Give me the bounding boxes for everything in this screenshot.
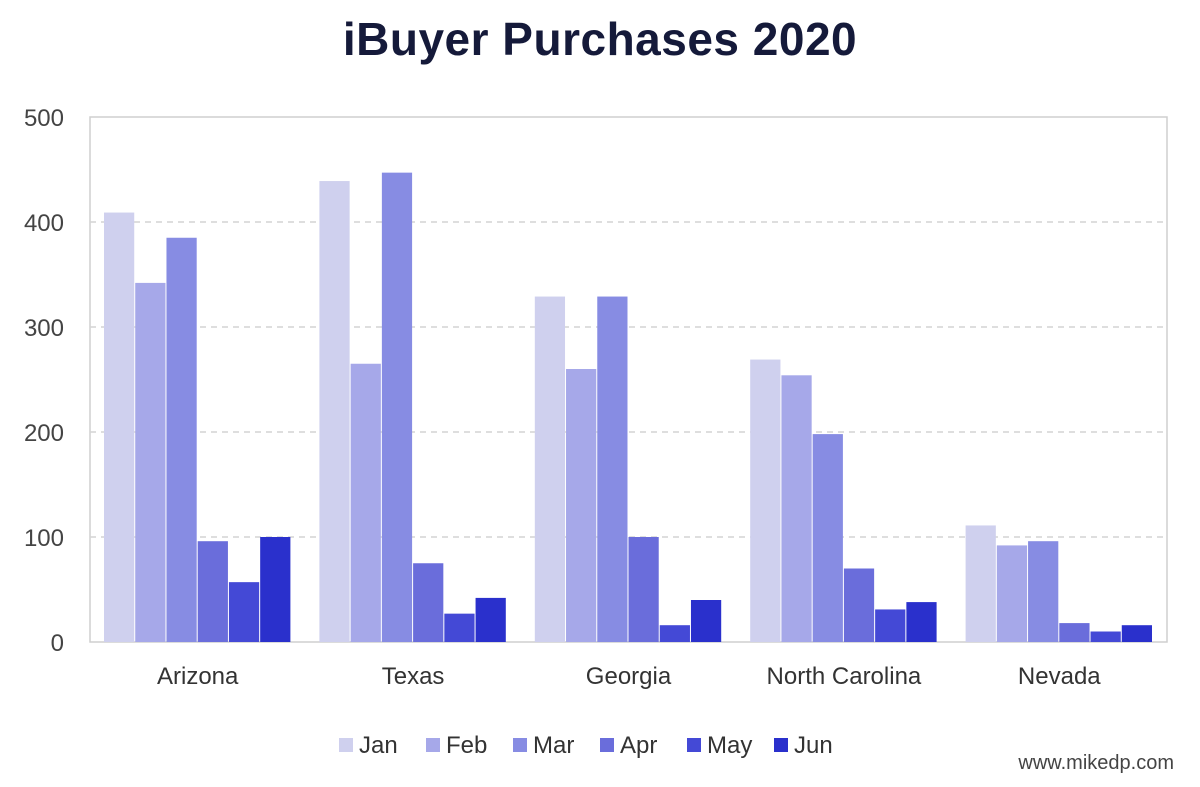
bar-mar-0 [166,237,197,642]
legend-label-jun: Jun [794,732,833,759]
x-tick-label: Nevada [1018,663,1101,690]
legend-label-may: May [707,732,752,759]
bar-jun-2 [690,600,722,642]
bar-may-2 [659,625,690,642]
bar-jun-1 [475,597,506,642]
bar-may-0 [228,582,260,642]
bar-mar-4 [1028,541,1059,642]
bar-may-1 [444,613,475,642]
y-axis: 0 100 200 300 400 500 [24,105,64,657]
bar-mar-2 [597,296,628,642]
chart-title: iBuyer Purchases 2020 [342,13,858,65]
bars [104,172,1152,643]
bar-mar-3 [812,434,843,642]
bar-jan-2 [534,296,566,642]
bar-apr-3 [843,568,875,642]
x-tick-label: Texas [382,663,445,690]
y-tick-label: 200 [24,420,64,447]
legend-swatch-apr [600,738,614,752]
legend-swatch-feb [426,738,440,752]
bar-apr-2 [628,537,659,642]
y-tick-label: 300 [24,315,64,342]
bar-apr-1 [413,563,444,642]
y-tick-label: 100 [24,525,64,552]
y-tick-label: 0 [51,630,64,657]
legend-swatch-may [687,738,701,752]
bar-may-3 [875,609,906,642]
legend-swatch-jan [339,738,353,752]
bar-feb-2 [566,369,597,642]
y-tick-label: 400 [24,210,64,237]
x-tick-label: North Carolina [767,663,922,690]
bar-jan-1 [319,181,350,643]
y-tick-label: 500 [24,105,64,132]
bar-jan-3 [750,359,781,642]
bar-jan-0 [104,212,135,643]
bar-may-4 [1090,631,1121,642]
bar-apr-4 [1059,623,1090,642]
bar-jun-4 [1121,625,1152,642]
x-axis: Arizona Texas Georgia North Carolina Nevada [157,663,1101,690]
bar-apr-0 [197,541,228,642]
bar-feb-1 [350,363,381,642]
legend-label-mar: Mar [533,732,574,759]
x-tick-label: Arizona [157,663,239,690]
legend-label-apr: Apr [620,732,657,759]
source-label: www.mikedp.com [1018,752,1174,774]
legend-swatch-jun [774,738,788,752]
bar-feb-4 [996,545,1028,642]
legend-label-feb: Feb [446,732,487,759]
bar-jun-0 [260,537,291,642]
bar-mar-1 [381,172,413,642]
legend-swatch-mar [513,738,527,752]
bar-jan-4 [965,525,996,642]
legend: Jan Feb Mar Apr May Jun [339,732,833,759]
x-tick-label: Georgia [586,663,672,690]
bar-feb-0 [135,282,166,642]
bar-jun-3 [906,602,937,642]
bar-feb-3 [781,375,812,642]
legend-label-jan: Jan [359,732,398,759]
